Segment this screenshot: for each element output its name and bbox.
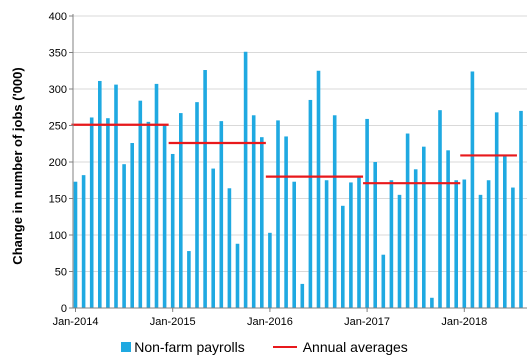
bar bbox=[430, 297, 434, 308]
bar bbox=[219, 121, 224, 309]
bar bbox=[179, 113, 183, 308]
bar bbox=[146, 121, 151, 308]
annual-average-lines bbox=[71, 123, 517, 185]
bar bbox=[470, 71, 475, 308]
bar bbox=[284, 136, 288, 308]
bar bbox=[413, 169, 418, 308]
x-tick-label: Jan-2016 bbox=[247, 316, 293, 328]
bar bbox=[211, 168, 215, 308]
bar bbox=[292, 181, 296, 308]
bar bbox=[162, 125, 167, 308]
bar bbox=[89, 117, 94, 308]
bar bbox=[324, 180, 329, 308]
bar bbox=[130, 143, 134, 308]
bar bbox=[349, 182, 353, 308]
y-tick-label: 50 bbox=[55, 267, 67, 279]
bar bbox=[260, 137, 264, 308]
legend-line-swatch bbox=[272, 345, 297, 348]
bar bbox=[195, 102, 199, 308]
bar bbox=[462, 179, 467, 308]
bar bbox=[203, 70, 207, 309]
y-tick-label: 250 bbox=[49, 121, 67, 133]
y-tick-label: 300 bbox=[49, 84, 67, 96]
bar bbox=[98, 80, 102, 308]
bar bbox=[308, 99, 313, 308]
y-tick-labels: 0 50 100 150 200 250 300 350 400 bbox=[49, 11, 67, 315]
bar bbox=[503, 156, 507, 308]
x-tick-label: Jan-2017 bbox=[344, 316, 390, 328]
bar bbox=[373, 162, 377, 308]
bar bbox=[235, 243, 240, 308]
x-tick-label: Jan-2018 bbox=[441, 316, 487, 328]
x-tick-labels: Jan-2014 Jan-2015 Jan-2016 Jan-2017 Jan-2018 bbox=[53, 316, 488, 328]
bar bbox=[365, 118, 369, 309]
bar bbox=[187, 251, 191, 308]
bar bbox=[114, 84, 118, 309]
bars-non-farm-payrolls bbox=[73, 51, 523, 309]
bar bbox=[332, 115, 337, 308]
y-tick-label: 200 bbox=[49, 157, 67, 169]
bar bbox=[494, 112, 499, 308]
bar bbox=[341, 205, 345, 308]
legend-item-line: Annual averages bbox=[272, 338, 408, 355]
bar bbox=[397, 194, 402, 308]
bar bbox=[106, 118, 110, 308]
bar bbox=[122, 164, 126, 308]
bar bbox=[227, 188, 232, 308]
bar bbox=[251, 115, 256, 308]
y-tick-label: 100 bbox=[49, 230, 67, 242]
bar bbox=[73, 181, 78, 308]
legend-item-bars: Non-farm payrolls bbox=[121, 338, 245, 355]
bar bbox=[300, 283, 305, 308]
legend-label-bars: Non-farm payrolls bbox=[134, 338, 245, 355]
bar bbox=[438, 110, 442, 308]
bar bbox=[81, 175, 86, 308]
bar bbox=[357, 177, 361, 308]
legend: Non-farm payrolls Annual averages bbox=[0, 337, 529, 356]
x-tick-label: Jan-2014 bbox=[53, 316, 99, 328]
bar bbox=[276, 120, 280, 308]
bar bbox=[405, 133, 410, 308]
y-tick-label: 350 bbox=[49, 48, 67, 60]
bar bbox=[422, 146, 426, 308]
legend-label-line: Annual averages bbox=[302, 338, 408, 355]
bar bbox=[446, 150, 450, 308]
y-tick-label: 0 bbox=[61, 303, 67, 315]
bar bbox=[316, 70, 321, 308]
bar bbox=[519, 110, 523, 309]
bar bbox=[154, 83, 159, 308]
y-tick-label: 150 bbox=[49, 194, 67, 206]
bar bbox=[138, 100, 143, 309]
bar bbox=[454, 180, 458, 308]
y-tick-label: 400 bbox=[49, 11, 67, 23]
bar bbox=[478, 194, 483, 308]
bar bbox=[389, 180, 394, 308]
bar bbox=[243, 51, 248, 309]
legend-bar-swatch bbox=[121, 341, 132, 352]
bar bbox=[486, 180, 491, 308]
bar bbox=[170, 153, 175, 308]
bar bbox=[381, 254, 386, 308]
x-tick-label: Jan-2015 bbox=[150, 316, 196, 328]
bar bbox=[268, 232, 272, 308]
y-axis-label: Change in number of jobs ('000) bbox=[10, 67, 25, 264]
axes bbox=[69, 14, 527, 312]
bar bbox=[511, 187, 515, 308]
